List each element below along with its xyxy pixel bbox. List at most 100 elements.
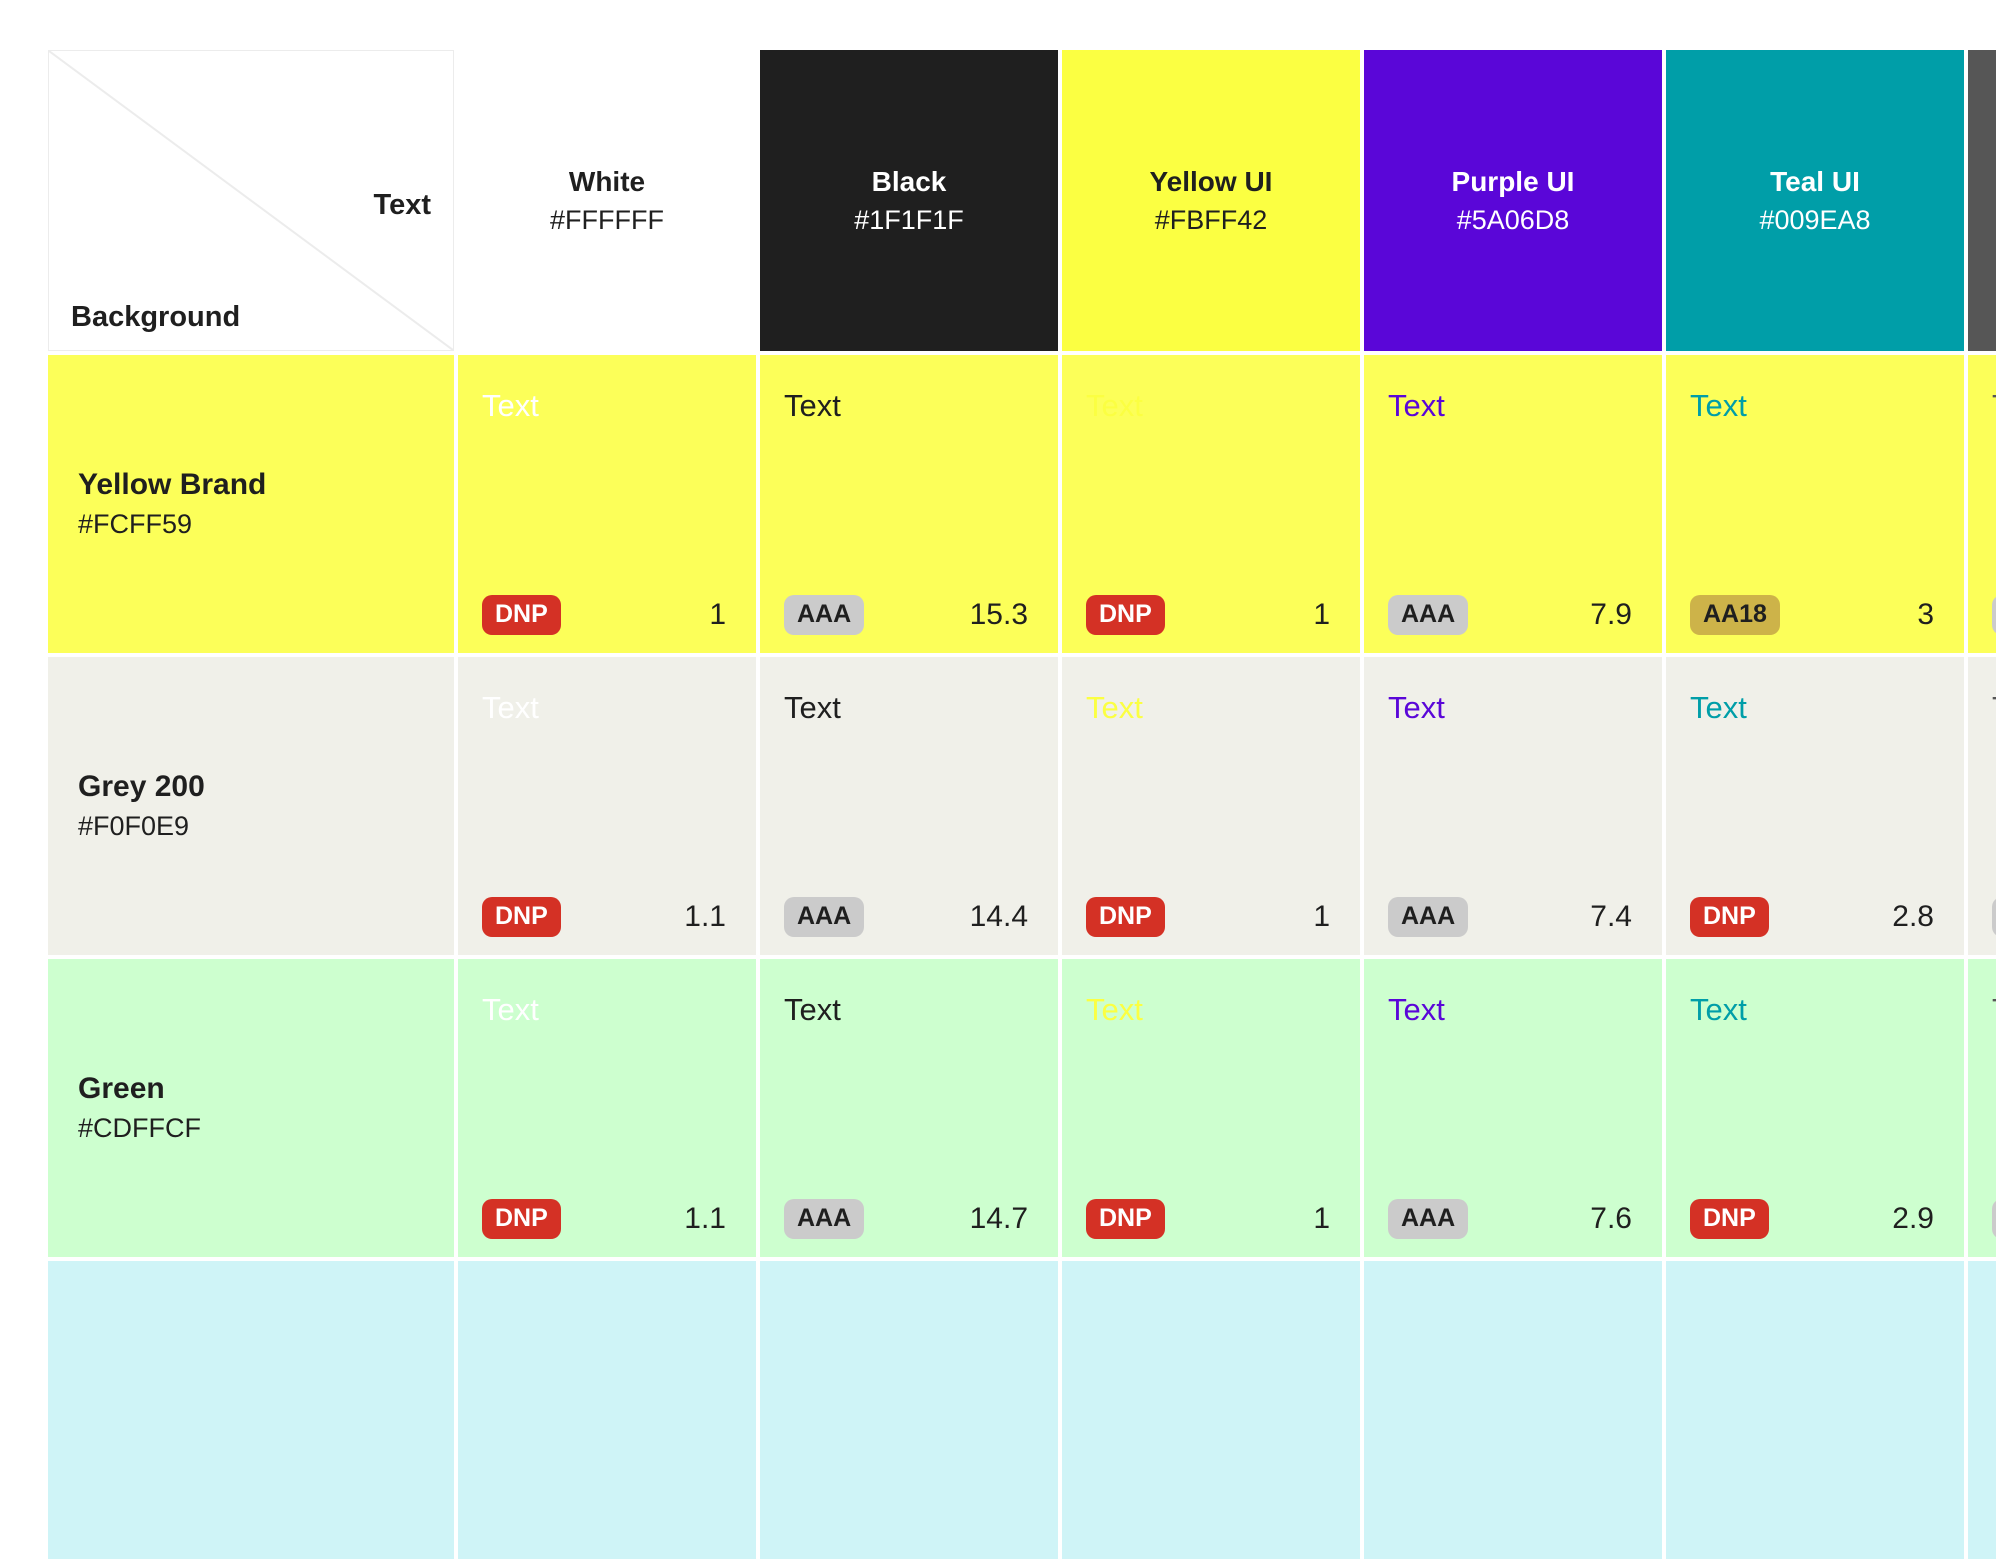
contrast-grid: Text Background White #FFFFFF Black #1F1…: [48, 50, 1996, 1559]
column-hex: #5A06D8: [1456, 204, 1570, 235]
text-sample: Text: [784, 992, 841, 1027]
column-hex: #1F1F1F: [854, 204, 964, 235]
column-header-purple-ui: Purple UI #5A06D8: [1364, 50, 1662, 351]
text-sample: Text: [1388, 690, 1445, 725]
contrast-cell-green-teal-ui: Text DNP 2.9: [1666, 959, 1964, 1257]
text-sample: Text: [482, 690, 539, 725]
column-name: Teal UI: [1770, 166, 1860, 197]
column-header-black: Black #1F1F1F: [760, 50, 1058, 351]
cell-meta: AAA: [1992, 1195, 1996, 1243]
text-sample: Text: [1086, 690, 1143, 725]
cell-meta: AAA 7.6: [1388, 1195, 1632, 1243]
contrast-ratio: 1: [1313, 598, 1330, 631]
text-sample: Text: [784, 388, 841, 423]
row-header-yellow-brand: Yellow Brand #FCFF59: [48, 355, 454, 653]
contrast-ratio: 14.7: [969, 1202, 1028, 1235]
rating-badge: AAA: [1388, 897, 1469, 937]
text-sample: Text: [1086, 992, 1143, 1027]
column-name: Yellow UI: [1149, 166, 1273, 197]
diagonal-divider: [49, 51, 453, 350]
corner-cell: Text Background: [48, 50, 454, 351]
contrast-cell-yellow-brand-yellow-ui: Text DNP 1: [1062, 355, 1360, 653]
column-header-white: White #FFFFFF: [458, 50, 756, 351]
contrast-cell-yellow-brand-teal-ui: Text AA18 3: [1666, 355, 1964, 653]
contrast-cell-grey-200-teal-ui: Text DNP 2.8: [1666, 657, 1964, 955]
row-name: Grey 200: [78, 769, 205, 803]
rating-badge: DNP: [1086, 1199, 1165, 1239]
cell-meta: AAA 14.7: [784, 1195, 1028, 1243]
cell-meta: AAA 15.3: [784, 591, 1028, 639]
contrast-cell-green-yellow-ui: Text DNP 1: [1062, 959, 1360, 1257]
contrast-ratio: 1: [1313, 900, 1330, 933]
row-name: Yellow Brand: [78, 467, 267, 501]
text-sample: Text: [1388, 388, 1445, 423]
rating-badge: AAA: [1992, 897, 1996, 937]
contrast-ratio: 1.1: [684, 1202, 726, 1235]
rating-badge: AAA: [1992, 595, 1996, 635]
rating-badge: AAA: [784, 897, 865, 937]
cell-meta: [1086, 1497, 1330, 1545]
cell-meta: DNP 1: [1086, 591, 1330, 639]
text-sample: Text: [1690, 690, 1747, 725]
cell-meta: DNP 1: [482, 591, 726, 639]
contrast-cell-green-white: Text DNP 1.1: [458, 959, 756, 1257]
column-hex: #FFFFFF: [550, 204, 664, 235]
contrast-cell-grey-200-yellow-ui: Text DNP 1: [1062, 657, 1360, 955]
column-name: Black: [871, 166, 947, 197]
cell-meta: DNP 1.1: [482, 893, 726, 941]
corner-background-label: Background: [71, 301, 241, 333]
column-header-yellow-ui: Yellow UI #FBFF42: [1062, 50, 1360, 351]
contrast-grid-page: { "chart_data": { "type": "heatmap", "de…: [48, 50, 1996, 1559]
contrast-ratio: 14.4: [969, 900, 1028, 933]
contrast-ratio: 1: [709, 598, 726, 631]
row-header-partial: [48, 1261, 454, 1559]
contrast-cell-green-black: Text AAA 14.7: [760, 959, 1058, 1257]
row-hex: #CDFFCF: [78, 1113, 201, 1144]
row-hex: #FCFF59: [78, 509, 193, 540]
rating-badge: DNP: [1086, 897, 1165, 937]
cell-meta: DNP 1.1: [482, 1195, 726, 1243]
contrast-ratio: 2.8: [1892, 900, 1934, 933]
rating-badge: DNP: [1690, 897, 1769, 937]
cell-meta: DNP 1: [1086, 893, 1330, 941]
column-header-partial: [1968, 50, 1996, 351]
contrast-cell-partial-yellow-ui: [1062, 1261, 1360, 1559]
text-sample: Text: [482, 388, 539, 423]
rating-badge: AAA: [1388, 595, 1469, 635]
cell-meta: [1388, 1497, 1632, 1545]
row-name: Green: [78, 1071, 165, 1105]
contrast-cell-partial-white: [458, 1261, 756, 1559]
column-name: Purple UI: [1451, 166, 1575, 197]
contrast-cell-partial-black: [760, 1261, 1058, 1559]
contrast-cell-grey-200-purple-ui: Text AAA 7.4: [1364, 657, 1662, 955]
text-sample: Text: [1690, 388, 1747, 423]
cell-meta: DNP 2.9: [1690, 1195, 1934, 1243]
rating-badge: DNP: [482, 595, 561, 635]
contrast-ratio: 1.1: [684, 900, 726, 933]
contrast-cell-grey-200-white: Text DNP 1.1: [458, 657, 756, 955]
cell-meta: [1992, 1497, 1996, 1545]
contrast-cell-partial-teal-ui: [1666, 1261, 1964, 1559]
cell-meta: AAA 7.4: [1388, 893, 1632, 941]
text-sample: Text: [784, 690, 841, 725]
cell-meta: AA18 3: [1690, 591, 1934, 639]
cell-meta: [1690, 1497, 1934, 1545]
cell-meta: DNP 2.8: [1690, 893, 1934, 941]
cell-meta: AAA: [1992, 893, 1996, 941]
text-sample: Text: [1992, 992, 1996, 1027]
contrast-cell-green-partial: Text AAA: [1968, 959, 1996, 1257]
contrast-cell-yellow-brand-partial: Text AAA: [1968, 355, 1996, 653]
rating-badge: DNP: [482, 897, 561, 937]
rating-badge: DNP: [1690, 1199, 1769, 1239]
cell-meta: AAA 7.9: [1388, 591, 1632, 639]
text-sample: Text: [1690, 992, 1747, 1027]
contrast-cell-grey-200-partial: Text AAA: [1968, 657, 1996, 955]
column-header-teal-ui: Teal UI #009EA8: [1666, 50, 1964, 351]
column-hex: #009EA8: [1759, 204, 1871, 235]
rating-badge: AAA: [784, 595, 865, 635]
cell-meta: [482, 1497, 726, 1545]
rating-badge: AA18: [1690, 595, 1780, 635]
contrast-ratio: 1: [1313, 1202, 1330, 1235]
contrast-cell-yellow-brand-white: Text DNP 1: [458, 355, 756, 653]
contrast-cell-grey-200-black: Text AAA 14.4: [760, 657, 1058, 955]
